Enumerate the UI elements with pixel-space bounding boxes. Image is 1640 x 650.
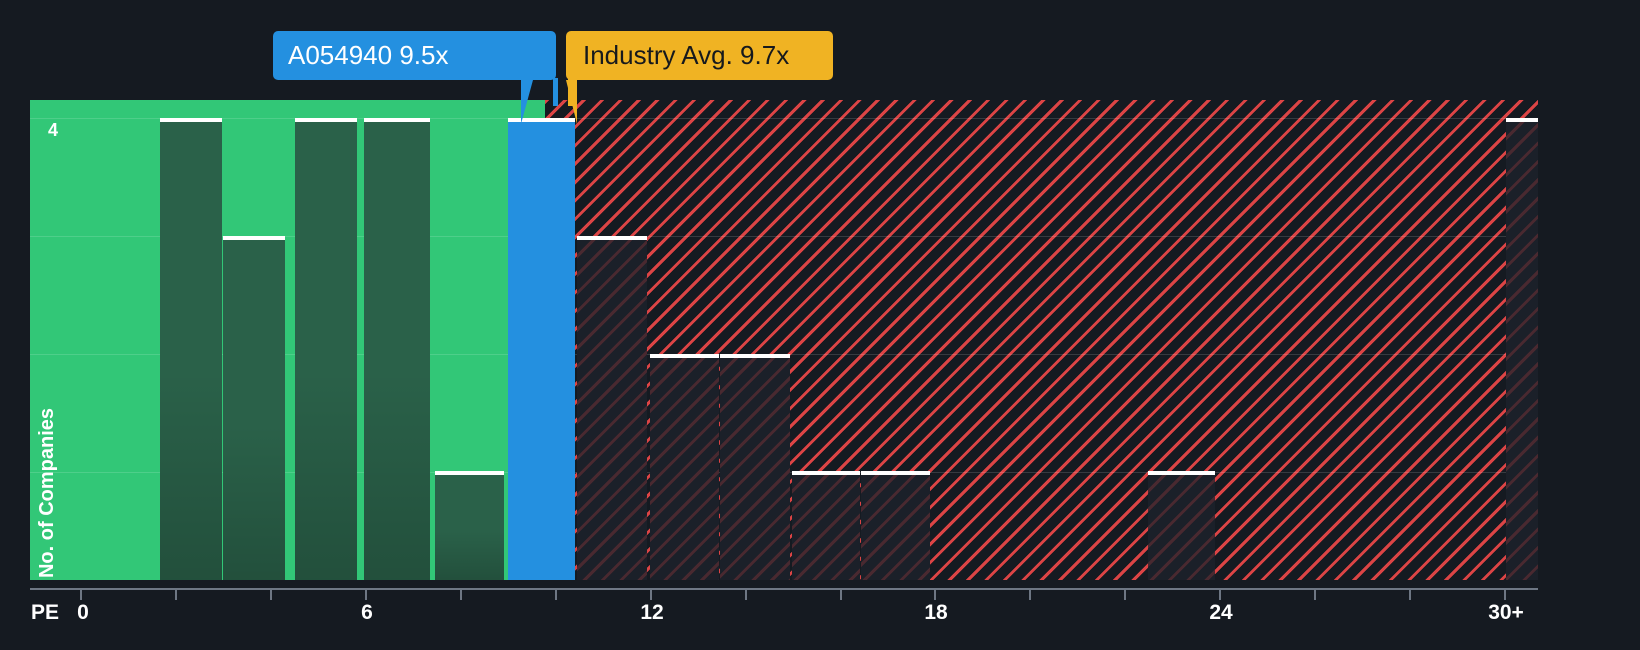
callout-tail [566,80,577,124]
bar-bin-2[interactable] [223,236,285,580]
x-tick-a [175,588,177,600]
bar-cap [364,118,430,122]
bar-bin-12[interactable] [861,471,930,580]
bar-cap [792,471,860,475]
bar-bin-9[interactable] [650,354,719,580]
bar-cap [508,118,575,122]
x-axis-label-6: 6 [361,601,373,624]
bar-bin-company-highlight[interactable] [508,118,575,580]
industry-avg-pe-callout[interactable]: Industry Avg. 9.7x [566,31,833,124]
gridline-3 [30,236,1538,237]
x-tick-i [1314,588,1316,600]
x-tick-6 [365,588,367,600]
bar-cap [435,471,504,475]
gridline-4 [30,118,1538,119]
bar-bin-11[interactable] [792,471,860,580]
callout-tail [521,80,533,124]
bar-bin-7[interactable] [577,236,647,580]
x-axis-label-30plus: 30+ [1488,601,1524,624]
industry-avg-pe-callout-label: Industry Avg. 9.7x [583,40,790,70]
x-axis-label-0: 0 [77,601,89,624]
y-axis-title: No. of Companies [36,407,58,578]
bar-cap [295,118,357,122]
bar-bin-30plus[interactable] [1506,118,1538,580]
y-axis-value-label: 4 [48,120,59,140]
bar-cap [861,471,930,475]
x-axis-label-18: 18 [924,601,948,624]
x-tick-12 [650,588,652,600]
x-tick-c [460,588,462,600]
x-axis-line [30,588,1538,590]
bar-bin-10[interactable] [720,354,790,580]
bar-cap [1506,118,1538,122]
bar-bin-3[interactable] [295,118,357,580]
bar-bin-15[interactable] [1148,471,1215,580]
bar-cap [160,118,222,122]
x-tick-e [745,588,747,600]
bar-cap [577,236,647,240]
x-tick-24 [1219,588,1221,600]
bar-cap [223,236,285,240]
company-pe-callout-label: A054940 9.5x [288,40,449,70]
company-pe-callout[interactable]: A054940 9.5x [273,31,556,124]
company-marker-stem [553,78,558,106]
x-tick-g [1029,588,1031,600]
x-axis-unit-label: PE [31,601,60,624]
x-tick-b [270,588,272,600]
x-axis-label-12: 12 [640,601,664,624]
x-axis-label-24: 24 [1209,601,1233,624]
bar-bin-1[interactable] [160,118,222,580]
x-tick-18 [934,588,936,600]
x-tick-f [840,588,842,600]
x-tick-j [1409,588,1411,600]
plot-area [30,100,1538,580]
overvalued-zone [545,100,1538,580]
x-tick-d [555,588,557,600]
bar-cap [650,354,719,358]
bar-bin-4[interactable] [364,118,430,580]
x-tick-h [1124,588,1126,600]
x-tick-0 [80,588,82,600]
x-tick-30 [1504,588,1506,600]
bar-cap [1148,471,1215,475]
bar-cap [720,354,790,358]
bar-bin-5[interactable] [435,471,504,580]
